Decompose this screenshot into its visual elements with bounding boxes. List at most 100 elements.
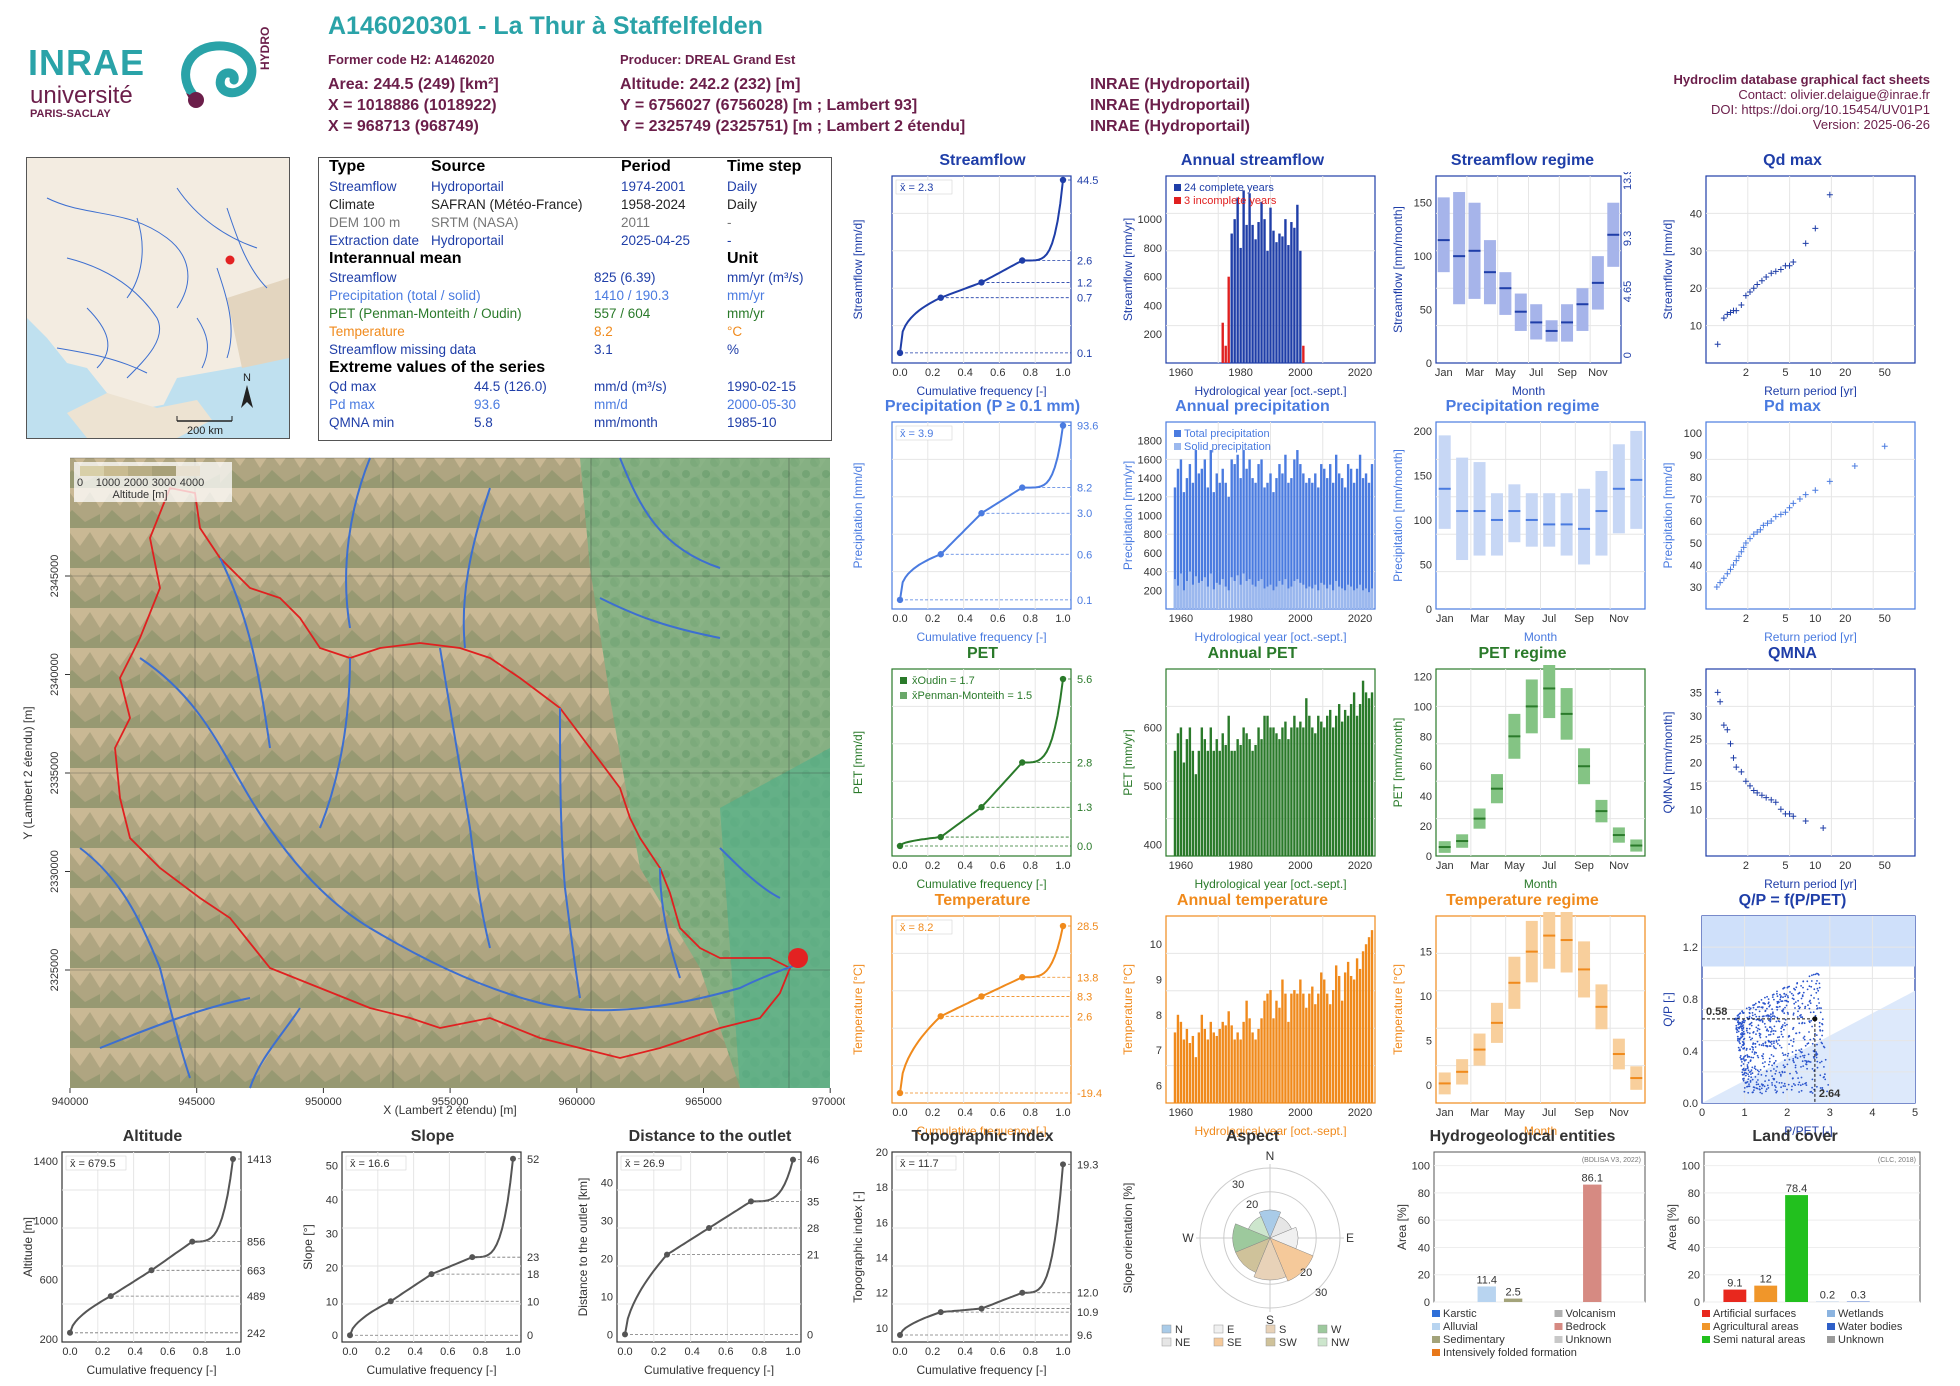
qp-point xyxy=(1748,1023,1751,1026)
qp-point xyxy=(1742,1024,1744,1026)
right-tick-label: 28 xyxy=(807,1223,819,1235)
annual-bar xyxy=(1326,478,1329,609)
x-tick-label: 1.0 xyxy=(505,1346,520,1358)
category-bar xyxy=(1754,1285,1778,1302)
qp-point xyxy=(1790,1039,1792,1042)
altitude-legend-tick: 1000 xyxy=(96,477,120,489)
chart-temp_cdf: Temperature Cumulative frequency [-] Tempe… xyxy=(850,892,1115,1137)
qp-point xyxy=(1791,997,1794,1000)
chart-precip_regime: Precipitation regime Month Precipitation [… xyxy=(1390,398,1655,643)
y-tick-label: 80 xyxy=(1690,472,1702,484)
annual-bar xyxy=(1176,1014,1180,1103)
bar-value-label: 0.2 xyxy=(1820,1290,1835,1302)
annual-bar xyxy=(1272,492,1275,609)
qp-point xyxy=(1786,1063,1789,1066)
qp-point xyxy=(1765,1044,1767,1047)
station-marker xyxy=(225,255,235,265)
extreme-date: 2000-05-30 xyxy=(727,397,797,412)
qp-point xyxy=(1787,1083,1790,1086)
aspect-sector xyxy=(1248,1216,1271,1239)
annual-bar xyxy=(1293,990,1296,1103)
bar-svg: 0 20 40 60 80 100 (CLC, 2018) Area [%] 9.1 12 78.4… xyxy=(1665,1151,1921,1346)
y-tick-label: 1800 xyxy=(1138,436,1162,448)
y-tick-label: 35 xyxy=(1690,687,1702,699)
solid-bar xyxy=(1346,584,1350,609)
x-tick-label: 2000 xyxy=(1288,613,1312,625)
annual-bar xyxy=(1191,482,1195,609)
info-step: - xyxy=(727,233,732,248)
qp-point xyxy=(1776,1008,1779,1011)
qp-point xyxy=(1743,1012,1745,1014)
qp-point xyxy=(1743,1037,1746,1040)
x-lambert2: X = 968713 (968749) xyxy=(328,118,479,135)
chart-svg: Return period [yr] Precipitation [mm/d] 2 5… xyxy=(1661,421,1916,643)
legend-entry: Wetlands xyxy=(1838,1308,1884,1320)
y-tick-label: 15 xyxy=(1690,781,1702,793)
chart-title: Precipitation (P ≥ 0.1 mm) xyxy=(884,398,1081,415)
qp-point xyxy=(1800,1048,1803,1050)
qp-point xyxy=(1784,995,1787,998)
qp-point xyxy=(1781,1052,1784,1054)
y-axis-label: Temperature [°C] xyxy=(1391,964,1405,1055)
solid-bar xyxy=(1176,585,1180,609)
mean-label: x̄ = 3.9 xyxy=(900,428,933,440)
extreme-title: Extreme values of the series xyxy=(329,359,546,376)
qp-point xyxy=(1816,1066,1819,1069)
rp-point xyxy=(1768,796,1775,803)
annual-bar xyxy=(1233,464,1236,609)
rp-point xyxy=(1768,518,1775,524)
qp-point xyxy=(1776,990,1778,993)
y-tick-label: 200 xyxy=(1414,426,1432,438)
qp-point xyxy=(1743,1069,1745,1072)
cdf-point xyxy=(896,1089,904,1097)
doi-link[interactable]: DOI: https://doi.org/10.15454/UV01P1 xyxy=(1711,102,1930,117)
contact-link[interactable]: Contact: olivier.delaigue@inrae.fr xyxy=(1738,87,1930,102)
x-tick-label: 1.0 xyxy=(1055,367,1070,379)
qp-point xyxy=(1741,1071,1744,1074)
cdf-point xyxy=(622,1331,628,1338)
compass-label: S xyxy=(1266,1313,1274,1327)
qp-point xyxy=(1800,985,1802,987)
chart-title: Precipitation regime xyxy=(1445,398,1600,415)
qp-point xyxy=(1821,1034,1823,1037)
qp-point xyxy=(1821,1018,1824,1021)
x-tick-label: 0.8 xyxy=(1023,367,1038,379)
qp-point xyxy=(1764,1080,1766,1082)
rp-point xyxy=(1713,584,1720,590)
mean-label: Streamflow xyxy=(329,270,397,285)
rp-point xyxy=(1802,491,1809,498)
y-axis-label: Temperature [°C] xyxy=(1121,964,1135,1055)
qp-point xyxy=(1745,1049,1748,1051)
qp-point xyxy=(1799,1055,1802,1058)
annual-bar xyxy=(1346,715,1350,856)
annual-bar xyxy=(1305,482,1308,609)
qp-point xyxy=(1800,1066,1802,1068)
annual-bar xyxy=(1242,450,1245,609)
chart-temp_regime: Temperature regime Month Temperature [°C] J… xyxy=(1390,892,1655,1137)
cdf-point xyxy=(107,1293,114,1300)
legend-entry: x̄Penman-Monteith = 1.5 xyxy=(912,690,1032,702)
x-tick-label: 1980 xyxy=(1228,367,1252,379)
annual-bar xyxy=(1364,692,1368,856)
x-tick-label: 1960 xyxy=(1169,1107,1193,1119)
solid-bar xyxy=(1314,584,1317,609)
rp-point xyxy=(1772,513,1779,520)
right-tick-label: 0.7 xyxy=(1077,293,1092,305)
annual-bar xyxy=(1239,744,1242,856)
rp-point xyxy=(1724,570,1731,577)
annual-bar xyxy=(1361,478,1365,609)
info-row: Streamflow Hydroportail 1974-2001 Daily xyxy=(329,178,824,196)
qp-point xyxy=(1769,1033,1772,1036)
qp-point xyxy=(1796,1057,1799,1059)
annual-bar xyxy=(1308,993,1311,1103)
qp-point xyxy=(1790,1088,1793,1091)
y-tick-label: 500 xyxy=(1144,781,1162,793)
qp-point xyxy=(1758,1000,1760,1003)
qp-point xyxy=(1756,1030,1759,1032)
rivers xyxy=(46,187,268,379)
right-tick-label: 663 xyxy=(247,1265,265,1277)
qp-point xyxy=(1756,1006,1759,1008)
annual-bar xyxy=(1320,464,1323,609)
qp-point xyxy=(1762,1053,1765,1055)
annual-bar xyxy=(1320,721,1323,856)
